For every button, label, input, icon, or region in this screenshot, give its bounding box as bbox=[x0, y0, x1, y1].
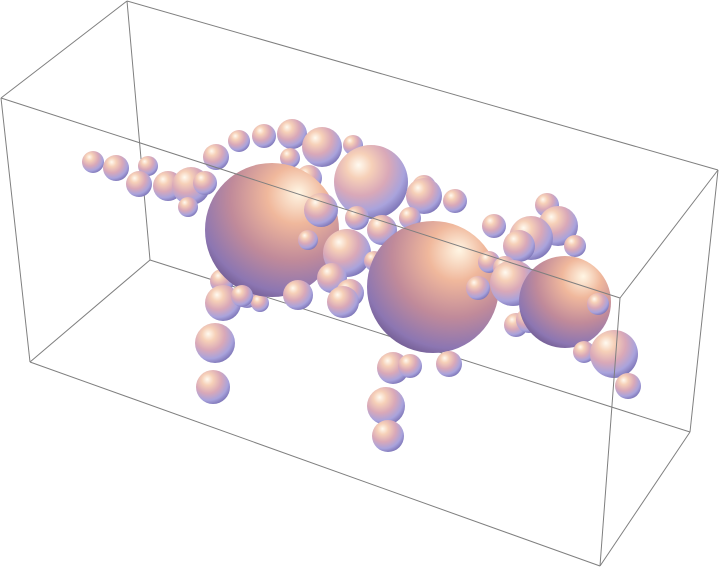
sphere bbox=[178, 197, 198, 217]
sphere bbox=[406, 178, 442, 214]
sphere bbox=[283, 280, 313, 310]
sphere bbox=[82, 151, 104, 173]
sphere bbox=[228, 130, 250, 152]
sphere bbox=[482, 214, 506, 238]
sphere bbox=[280, 148, 300, 168]
sphere bbox=[126, 171, 152, 197]
sphere bbox=[345, 206, 369, 230]
sphere bbox=[302, 127, 342, 167]
sphere bbox=[203, 144, 229, 170]
sphere bbox=[196, 370, 230, 404]
sphere-figure bbox=[82, 119, 641, 452]
sphere bbox=[466, 276, 490, 300]
sphere bbox=[436, 351, 462, 377]
sphere bbox=[573, 341, 595, 363]
sphere bbox=[193, 171, 217, 195]
sphere bbox=[103, 155, 129, 181]
sphere bbox=[367, 387, 405, 425]
sphere bbox=[251, 294, 269, 312]
sphere bbox=[519, 256, 611, 348]
sphere bbox=[327, 286, 359, 318]
sphere bbox=[231, 285, 253, 307]
sphere bbox=[138, 156, 158, 176]
sphere bbox=[564, 235, 586, 257]
sphere bbox=[304, 193, 338, 227]
sphere bbox=[372, 420, 404, 452]
sphere bbox=[334, 145, 408, 219]
sphere bbox=[503, 230, 535, 262]
sphere bbox=[587, 293, 609, 315]
sphere bbox=[195, 323, 235, 363]
sphere bbox=[443, 189, 467, 213]
sphere bbox=[298, 230, 318, 250]
sphere bbox=[615, 373, 641, 399]
sphere bbox=[398, 354, 422, 378]
sphere bbox=[590, 330, 638, 378]
sphere bbox=[252, 124, 276, 148]
sphere bbox=[277, 119, 307, 149]
bounding-box-front bbox=[0, 97, 719, 567]
sphere bbox=[367, 221, 499, 353]
